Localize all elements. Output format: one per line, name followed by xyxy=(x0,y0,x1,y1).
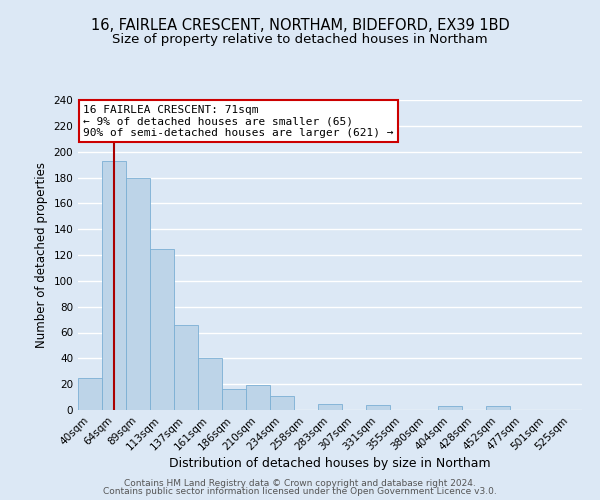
Bar xyxy=(438,406,462,410)
Bar xyxy=(222,390,246,410)
Text: Contains HM Land Registry data © Crown copyright and database right 2024.: Contains HM Land Registry data © Crown c… xyxy=(124,478,476,488)
Text: 16 FAIRLEA CRESCENT: 71sqm
← 9% of detached houses are smaller (65)
90% of semi-: 16 FAIRLEA CRESCENT: 71sqm ← 9% of detac… xyxy=(83,104,394,138)
Bar xyxy=(270,396,294,410)
Bar xyxy=(366,405,390,410)
Bar xyxy=(126,178,150,410)
X-axis label: Distribution of detached houses by size in Northam: Distribution of detached houses by size … xyxy=(169,458,491,470)
Bar xyxy=(198,358,222,410)
Text: 16, FAIRLEA CRESCENT, NORTHAM, BIDEFORD, EX39 1BD: 16, FAIRLEA CRESCENT, NORTHAM, BIDEFORD,… xyxy=(91,18,509,32)
Bar xyxy=(486,406,510,410)
Text: Contains public sector information licensed under the Open Government Licence v3: Contains public sector information licen… xyxy=(103,487,497,496)
Bar xyxy=(246,386,270,410)
Text: Size of property relative to detached houses in Northam: Size of property relative to detached ho… xyxy=(112,32,488,46)
Bar xyxy=(318,404,342,410)
Bar xyxy=(78,378,102,410)
Bar xyxy=(102,160,126,410)
Y-axis label: Number of detached properties: Number of detached properties xyxy=(35,162,48,348)
Bar xyxy=(150,248,174,410)
Bar xyxy=(174,325,198,410)
